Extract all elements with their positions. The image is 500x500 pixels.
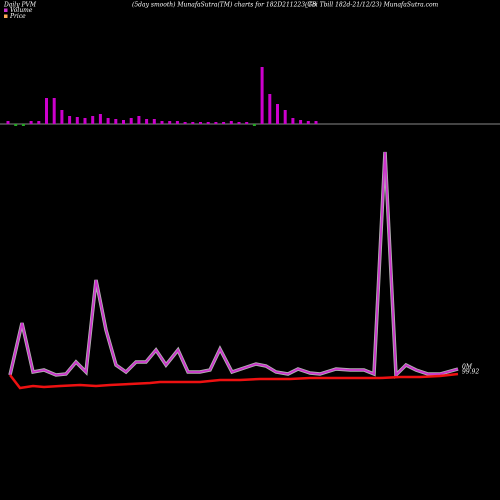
volume-bar: [145, 119, 149, 124]
volume-line: [9, 151, 459, 378]
volume-bar: [283, 110, 287, 124]
volume-bar: [191, 122, 195, 124]
volume-bar: [222, 122, 226, 124]
volume-bar: [199, 122, 202, 124]
volume-bar: [168, 121, 172, 124]
volume-bar: [60, 110, 64, 124]
volume-bar: [252, 124, 256, 126]
chart-source: (Goi Tbill 182d-21/12/23) MunafaSutra.co…: [305, 2, 439, 9]
volume-end-label: 0M: [462, 364, 473, 371]
legend-label: Price: [9, 13, 26, 20]
volume-bar: [291, 118, 295, 124]
volume-bar: [45, 98, 48, 124]
price-end-label: 99.92: [462, 369, 479, 376]
volume-bar: [306, 121, 310, 124]
price-line: [9, 372, 459, 390]
volume-bar: [137, 116, 141, 124]
volume-bar: [14, 124, 18, 126]
legend-swatch: [4, 8, 8, 12]
volume-bar: [183, 122, 187, 124]
volume-bar: [98, 114, 102, 124]
volume-bar: [37, 121, 41, 124]
volume-bar: [260, 67, 264, 124]
chart-title: Daily PVM: [3, 2, 37, 9]
volume-bar: [83, 118, 87, 124]
volume-bar: [52, 98, 56, 124]
volume-bar: [229, 121, 233, 124]
volume-bar: [29, 121, 33, 124]
legend-swatch: [4, 14, 8, 18]
volume-bar: [122, 120, 125, 124]
volume-bar: [152, 119, 156, 124]
volume-bar: [129, 118, 133, 124]
legend-label: Volume: [10, 7, 33, 14]
volume-bar: [91, 116, 95, 124]
volume-bar: [299, 120, 303, 124]
volume-bar: [160, 121, 164, 124]
volume-bar: [237, 122, 241, 124]
volume-bar: [106, 118, 110, 124]
volume-bar: [21, 124, 25, 126]
volume-bar: [75, 117, 79, 124]
volume-bar: [206, 122, 210, 124]
volume-bar: [314, 121, 318, 124]
volume-bar: [245, 122, 249, 124]
volume-bar: [68, 116, 72, 124]
volume-bar: [214, 122, 218, 124]
volume-bar: [114, 119, 118, 124]
volume-bar: [6, 121, 10, 124]
chart-subtitle: (5day smooth) MunafaSutra(TM) charts for…: [132, 2, 317, 9]
volume-bar: [175, 121, 179, 124]
volume-bar: [268, 94, 272, 124]
volume-bar: [276, 104, 279, 124]
